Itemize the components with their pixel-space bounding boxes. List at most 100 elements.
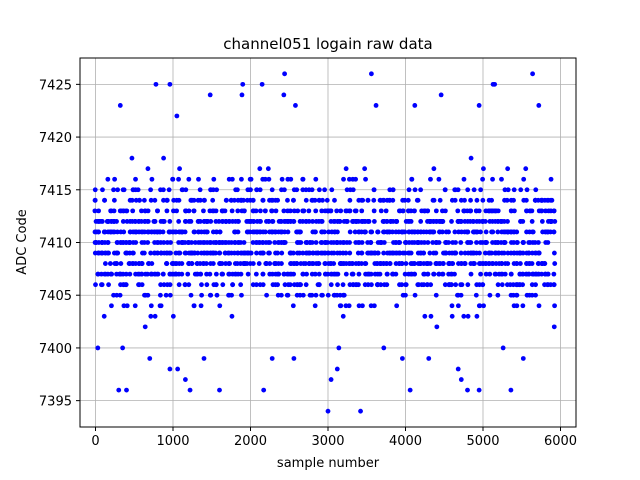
data-point xyxy=(269,187,275,193)
data-point xyxy=(402,250,408,256)
data-point xyxy=(161,240,167,245)
data-point xyxy=(551,282,557,288)
data-point xyxy=(133,176,138,182)
outlier-point xyxy=(334,366,340,372)
outlier-point xyxy=(336,345,342,351)
data-point xyxy=(539,219,545,224)
data-point xyxy=(226,271,232,277)
data-point xyxy=(145,166,151,172)
data-point xyxy=(319,208,325,214)
data-point xyxy=(197,197,203,203)
data-point xyxy=(251,219,257,224)
data-point xyxy=(523,166,529,172)
data-point xyxy=(377,271,383,277)
data-point xyxy=(127,240,133,245)
data-point xyxy=(106,282,111,288)
data-point xyxy=(487,292,493,298)
data-point xyxy=(273,208,279,214)
data-point xyxy=(325,271,331,277)
data-point xyxy=(520,250,526,256)
data-point xyxy=(384,219,389,224)
outlier-point xyxy=(381,345,387,351)
data-point xyxy=(341,292,347,298)
outlier-point xyxy=(153,81,159,87)
data-point xyxy=(222,208,228,214)
data-point xyxy=(204,229,210,235)
data-point xyxy=(548,219,554,224)
data-point xyxy=(514,240,520,245)
outlier-point xyxy=(240,81,246,87)
data-point xyxy=(148,197,154,203)
data-point xyxy=(332,197,337,203)
x-axis-title: sample number xyxy=(277,456,380,471)
data-point xyxy=(476,208,482,214)
data-point xyxy=(421,282,427,288)
data-point xyxy=(152,219,158,224)
data-point xyxy=(442,250,448,256)
data-point xyxy=(229,208,235,214)
data-point xyxy=(501,250,507,256)
data-point xyxy=(313,229,318,235)
data-point xyxy=(490,229,496,235)
outlier-point xyxy=(328,377,334,382)
data-point xyxy=(449,303,455,309)
data-point xyxy=(459,282,465,288)
data-point xyxy=(262,208,268,214)
data-point xyxy=(269,208,275,214)
data-point xyxy=(265,240,271,245)
data-point xyxy=(198,303,204,309)
data-point xyxy=(185,271,191,277)
data-point xyxy=(343,250,349,256)
data-point xyxy=(440,261,446,266)
data-point xyxy=(304,271,309,277)
data-point xyxy=(107,261,113,266)
outlier-point xyxy=(407,387,413,393)
data-point xyxy=(433,250,439,256)
data-point xyxy=(290,250,296,256)
data-point xyxy=(306,208,312,214)
data-point xyxy=(446,240,451,245)
data-point xyxy=(182,250,188,256)
data-point xyxy=(465,282,471,288)
data-point xyxy=(542,261,548,266)
y-tick-label: 7400 xyxy=(39,342,72,357)
data-point xyxy=(378,282,384,288)
data-point xyxy=(495,208,501,214)
data-point xyxy=(533,282,538,288)
data-point xyxy=(294,187,300,193)
data-point xyxy=(394,219,400,224)
data-point xyxy=(462,197,467,203)
data-point xyxy=(141,197,147,203)
data-point xyxy=(223,219,229,224)
data-point xyxy=(403,292,408,298)
data-point xyxy=(118,261,124,266)
data-point xyxy=(241,261,247,266)
outlier-point xyxy=(293,103,298,108)
data-point xyxy=(321,229,327,235)
data-point xyxy=(155,250,161,256)
data-point xyxy=(499,176,504,182)
data-point xyxy=(176,197,182,203)
data-point xyxy=(499,261,505,266)
data-point xyxy=(458,250,464,256)
data-point xyxy=(402,229,408,235)
data-point xyxy=(325,292,331,298)
data-point xyxy=(157,292,163,298)
data-point xyxy=(120,219,126,224)
data-point xyxy=(183,187,189,193)
data-point xyxy=(303,282,309,288)
data-point xyxy=(254,250,259,256)
data-point xyxy=(462,261,467,266)
data-point xyxy=(141,240,147,245)
data-point xyxy=(161,219,167,224)
data-point xyxy=(347,250,353,256)
data-point xyxy=(508,271,514,277)
data-point xyxy=(188,292,194,298)
outlier-point xyxy=(124,387,129,393)
data-point xyxy=(253,271,259,277)
data-point xyxy=(418,187,424,193)
data-point xyxy=(155,208,160,214)
data-point xyxy=(480,282,486,288)
data-point xyxy=(170,176,176,182)
data-point xyxy=(464,229,470,235)
